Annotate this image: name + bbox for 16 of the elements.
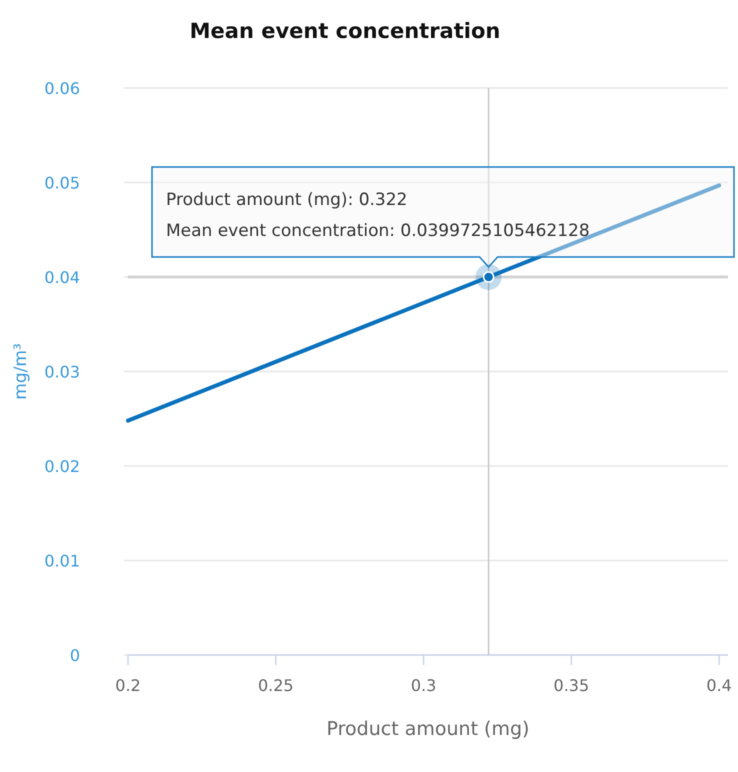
y-tick-label: 0	[70, 646, 80, 665]
y-tick-label: 0.04	[44, 268, 80, 287]
y-tick-label: 0.05	[44, 174, 80, 192]
x-tick-label: 0.3	[410, 676, 436, 695]
x-tick-label: 0.2	[115, 676, 141, 695]
y-axis-title: mg/m³	[11, 343, 31, 400]
x-tick-label: 0.4	[706, 676, 732, 695]
y-tick-label: 0.02	[44, 457, 80, 476]
y-tick-label: 0.01	[44, 552, 80, 570]
x-tick-label: 0.35	[554, 676, 590, 695]
y-tick-label: 0.06	[44, 79, 80, 98]
x-tick-label: 0.25	[258, 676, 294, 695]
annotation: Product amount (mg): 0.322 Mean event concentration: 0.0399725105462128	[166, 190, 590, 241]
y-tick-label: 0.03	[44, 362, 80, 382]
x-axis-title: Product amount (mg)	[326, 718, 530, 740]
chart-title: Mean event concentration	[190, 19, 500, 43]
